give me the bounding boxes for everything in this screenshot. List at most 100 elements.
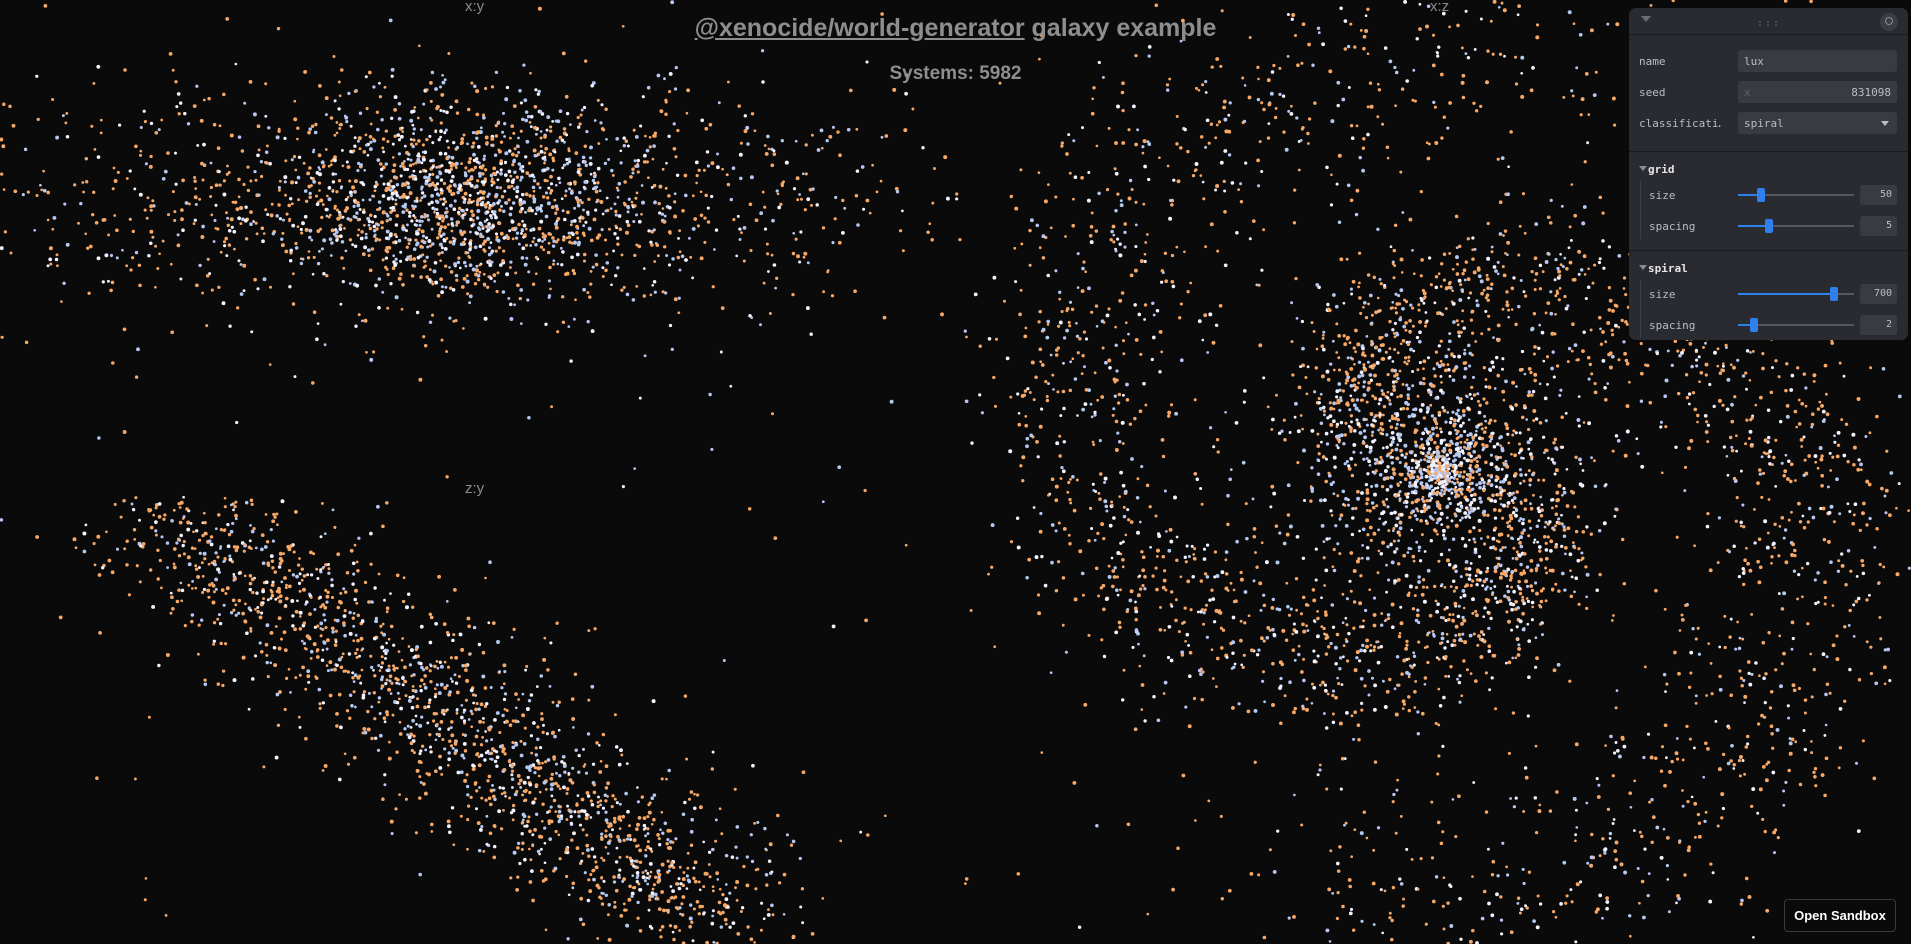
star-dot <box>674 837 678 841</box>
star-dot <box>360 668 364 672</box>
star-dot <box>216 555 220 559</box>
star-dot <box>477 642 482 647</box>
star-dot <box>696 224 700 228</box>
star-dot <box>303 214 308 219</box>
star-dot <box>519 165 523 169</box>
star-dot <box>415 310 420 315</box>
star-dot <box>412 138 416 142</box>
star-dot <box>239 292 244 296</box>
star-dot <box>318 702 322 706</box>
star-dot <box>519 296 523 300</box>
star-dot <box>493 797 497 802</box>
star-dot <box>487 796 492 801</box>
star-dot <box>1332 455 1337 460</box>
star-dot <box>165 653 170 657</box>
star-dot <box>1444 420 1448 424</box>
star-dot <box>1299 414 1303 417</box>
star-dot <box>352 680 356 683</box>
star-dot <box>547 279 551 283</box>
star-dot <box>117 123 122 127</box>
star-dot <box>1441 467 1446 471</box>
star-dot <box>287 203 291 208</box>
star-dot <box>139 125 143 130</box>
star-dot <box>884 134 889 138</box>
star-dot <box>1527 427 1531 432</box>
star-dot <box>102 218 107 222</box>
star-dot <box>395 700 400 705</box>
star-dot <box>237 177 241 182</box>
star-dot <box>604 268 608 273</box>
star-dot <box>376 748 381 752</box>
star-dot <box>173 151 178 155</box>
star-dot <box>1458 446 1463 450</box>
star-dot <box>420 161 424 165</box>
star-dot <box>551 730 555 735</box>
star-dot <box>536 182 540 186</box>
star-dot <box>385 641 388 645</box>
star-dot <box>385 648 389 653</box>
star-dot <box>1329 509 1333 513</box>
star-dot <box>241 655 246 660</box>
star-dot <box>160 586 163 590</box>
star-dot <box>1502 398 1506 402</box>
star-dot <box>484 798 488 802</box>
star-dot <box>381 137 386 141</box>
star-dot <box>497 148 501 152</box>
star-dot <box>495 170 499 174</box>
star-dot <box>1328 537 1331 540</box>
star-dot <box>689 843 694 848</box>
star-dot <box>648 145 652 149</box>
star-dot <box>904 73 908 77</box>
star-dot <box>484 135 489 140</box>
star-dot <box>561 51 566 56</box>
star-dot <box>1472 526 1476 530</box>
star-dot <box>359 163 363 167</box>
star-dot <box>1435 490 1440 495</box>
star-dot <box>582 287 586 292</box>
star-dot <box>439 720 444 724</box>
star-dot <box>1459 518 1462 522</box>
star-dot <box>1445 453 1450 457</box>
star-dot <box>466 107 471 112</box>
star-dot <box>377 200 382 204</box>
star-dot <box>587 226 592 231</box>
star-dot <box>635 285 639 288</box>
star-dot <box>412 109 416 113</box>
star-dot <box>316 322 320 325</box>
star-dot <box>640 212 643 216</box>
star-dot <box>497 246 501 250</box>
star-dot <box>292 550 296 554</box>
star-dot <box>1484 426 1488 430</box>
star-dot <box>1493 387 1497 390</box>
star-dot <box>1328 401 1332 405</box>
star-dot <box>656 897 660 901</box>
star-dot <box>1474 433 1478 437</box>
star-dot <box>400 161 405 166</box>
star-dot <box>112 166 116 170</box>
star-dot <box>488 203 492 207</box>
star-dot <box>372 668 375 672</box>
star-dot <box>343 752 347 756</box>
star-dot <box>1390 416 1395 421</box>
star-dot <box>85 180 89 184</box>
star-dot <box>1368 445 1373 450</box>
star-dot <box>403 679 408 684</box>
star-dot <box>470 145 475 149</box>
star-dot <box>509 811 514 815</box>
star-dot <box>1228 477 1233 482</box>
star-dot <box>370 736 374 741</box>
star-dot <box>135 564 139 568</box>
star-dot <box>1576 558 1581 563</box>
star-dot <box>1357 381 1360 385</box>
star-dot <box>1488 439 1492 443</box>
star-dot <box>702 168 706 172</box>
star-dot <box>1404 505 1409 509</box>
star-dot <box>401 637 404 640</box>
star-dot <box>366 153 370 157</box>
star-dot <box>576 242 581 247</box>
star-dot <box>399 272 403 276</box>
star-dot <box>149 121 154 126</box>
star-dot <box>343 590 348 594</box>
star-dot <box>260 650 264 654</box>
star-dot <box>1456 488 1460 492</box>
